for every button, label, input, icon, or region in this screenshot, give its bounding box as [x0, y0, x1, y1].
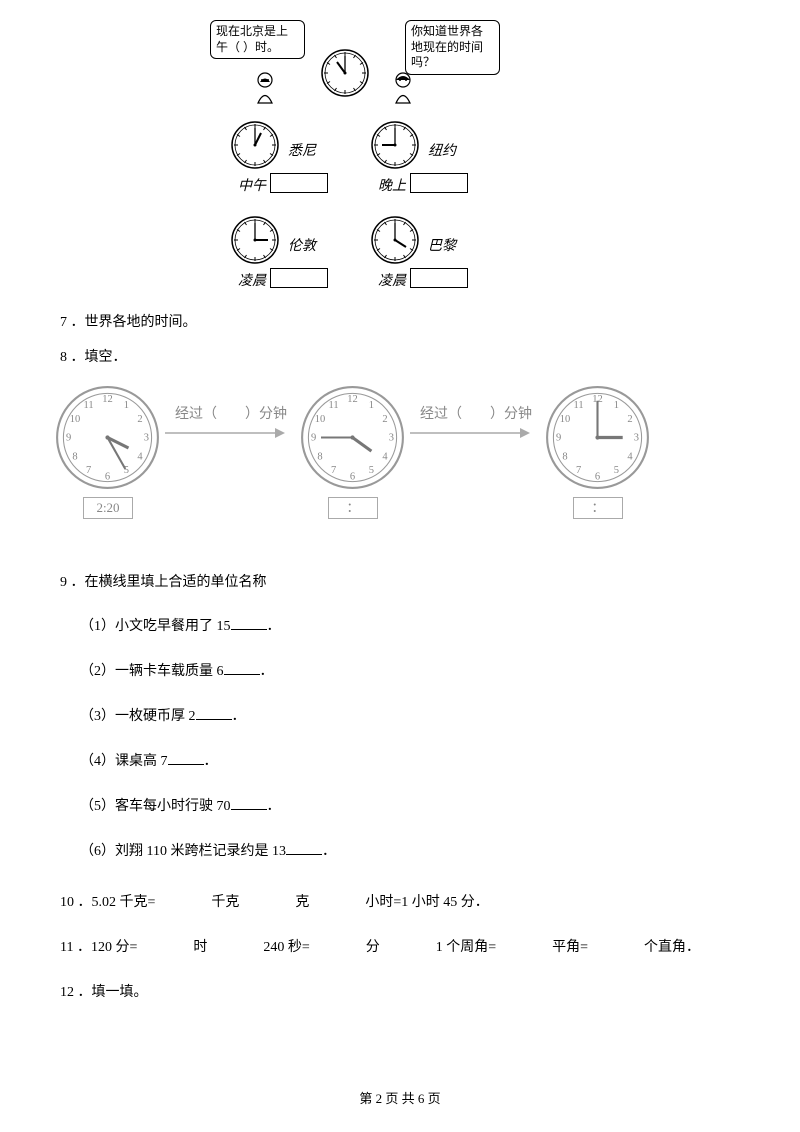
- question-7: 7 ．世界各地的时间。: [60, 310, 197, 335]
- q9-5: （5）客车每小时行驶 70 ．: [80, 795, 281, 815]
- svg-text:2: 2: [382, 414, 387, 425]
- svg-text:10: 10: [70, 414, 81, 425]
- svg-text:4: 4: [137, 452, 143, 463]
- svg-text:8: 8: [562, 452, 567, 463]
- svg-text:9: 9: [66, 433, 71, 444]
- clock-paris-icon: [370, 215, 420, 265]
- answer-box-paris: [410, 268, 468, 288]
- svg-text:3: 3: [144, 433, 149, 444]
- svg-text:11: 11: [574, 400, 584, 411]
- q9-4b: ．: [204, 754, 218, 769]
- q9-6a: （6）刘翔 110 米跨栏记录约是 13: [80, 844, 286, 859]
- blank-9-5: [231, 796, 267, 810]
- q9-1b: ．: [267, 619, 281, 634]
- svg-text:1: 1: [369, 400, 374, 411]
- svg-text:6: 6: [595, 472, 600, 483]
- speech-bubble-right: 你知道世界各地现在的时间吗？: [405, 20, 500, 75]
- q9-1a: （1）小文吃早餐用了 15: [80, 619, 231, 634]
- q9-5b: ．: [267, 799, 281, 814]
- label-newyork: 纽约: [428, 140, 456, 160]
- page-footer: 第 2 页 共 6 页: [0, 1088, 800, 1107]
- prefix-early1: 凌晨: [238, 270, 266, 290]
- svg-text:8: 8: [72, 452, 77, 463]
- q9-3: （3）一枚硬币厚 2 ．: [80, 705, 246, 725]
- speech-bubble-left: 现在北京是上午（ ）时。: [210, 20, 305, 59]
- svg-text:1: 1: [124, 400, 129, 411]
- q9-5a: （5）客车每小时行驶 70: [80, 799, 231, 814]
- svg-text:11: 11: [329, 400, 339, 411]
- svg-text:7: 7: [331, 465, 336, 476]
- svg-text:4: 4: [382, 452, 388, 463]
- q9-2b: ．: [260, 664, 274, 679]
- svg-text:2: 2: [627, 414, 632, 425]
- arrow-2-icon: [410, 423, 530, 443]
- question-8: 8 ．填空．: [60, 345, 127, 370]
- prefix-early2: 凌晨: [378, 270, 406, 290]
- q9-4a: （4）课桌高 7: [80, 754, 168, 769]
- person-right-icon: [388, 70, 418, 105]
- clocks-row-figure: 121234567891011 2:20 经过（ ）分钟 12123456789…: [55, 385, 745, 525]
- svg-text:9: 9: [311, 433, 316, 444]
- person-left-icon: [250, 70, 280, 105]
- prefix-noon: 中午: [238, 175, 266, 195]
- svg-text:9: 9: [556, 433, 561, 444]
- prefix-evening: 晚上: [378, 175, 406, 195]
- svg-text:5: 5: [369, 465, 374, 476]
- q9-6: （6）刘翔 110 米跨栏记录约是 13 ．: [80, 840, 336, 860]
- svg-text:6: 6: [105, 472, 110, 483]
- q9-1: （1）小文吃早餐用了 15 ．: [80, 615, 281, 635]
- question-11: 11 ．120 分= 时 240 秒= 分 1 个周角= 平角= 个直角．: [60, 935, 700, 960]
- clock-london-icon: [230, 215, 280, 265]
- svg-text:3: 3: [389, 433, 394, 444]
- svg-text:7: 7: [86, 465, 91, 476]
- world-time-figure: 现在北京是上午（ ）时。 你知道世界各地现在的时间吗？ 悉尼 中午: [210, 20, 570, 320]
- q9-3b: ．: [232, 709, 246, 724]
- label-london: 伦敦: [288, 235, 316, 255]
- label-paris: 巴黎: [428, 235, 456, 255]
- svg-text:1: 1: [614, 400, 619, 411]
- q9-2: （2）一辆卡车载质量 6 ．: [80, 660, 274, 680]
- clock-beijing-icon: [320, 48, 370, 98]
- svg-text:5: 5: [614, 465, 619, 476]
- clock-1-icon: 121234567891011: [55, 385, 160, 490]
- blank-9-3: [196, 706, 232, 720]
- svg-text:12: 12: [102, 394, 113, 405]
- arrow-label-2: 经过（ ）分钟: [420, 403, 532, 423]
- label-sydney: 悉尼: [288, 140, 316, 160]
- svg-text:10: 10: [315, 414, 326, 425]
- arrow-label-1: 经过（ ）分钟: [175, 403, 287, 423]
- q9-6b: ．: [322, 844, 336, 859]
- blank-9-4: [168, 751, 204, 765]
- blank-9-2: [224, 661, 260, 675]
- svg-text:3: 3: [634, 433, 639, 444]
- time-box-2: ：: [328, 497, 378, 519]
- q9-3a: （3）一枚硬币厚 2: [80, 709, 196, 724]
- answer-box-newyork: [410, 173, 468, 193]
- svg-text:4: 4: [627, 452, 633, 463]
- clock-newyork-icon: [370, 120, 420, 170]
- clock-sydney-icon: [230, 120, 280, 170]
- svg-text:2: 2: [137, 414, 142, 425]
- svg-text:11: 11: [84, 400, 94, 411]
- question-9: 9 ．在横线里填上合适的单位名称: [60, 570, 267, 595]
- q9-2a: （2）一辆卡车载质量 6: [80, 664, 224, 679]
- clock-2-icon: 121234567891011: [300, 385, 405, 490]
- svg-text:8: 8: [317, 452, 322, 463]
- q9-4: （4）课桌高 7 ．: [80, 750, 218, 770]
- time-box-1: 2:20: [83, 497, 133, 519]
- clock-3-icon: 121234567891011: [545, 385, 650, 490]
- answer-box-sydney: [270, 173, 328, 193]
- time-box-3: ：: [573, 497, 623, 519]
- arrow-1-icon: [165, 423, 285, 443]
- svg-text:12: 12: [347, 394, 358, 405]
- blank-9-6: [286, 841, 322, 855]
- svg-text:6: 6: [350, 472, 355, 483]
- question-10: 10 ．5.02 千克= 千克 克 小时=1 小时 45 分．: [60, 890, 489, 915]
- svg-text:7: 7: [576, 465, 581, 476]
- svg-text:10: 10: [560, 414, 571, 425]
- answer-box-london: [270, 268, 328, 288]
- question-12: 12 ．填一填。: [60, 980, 148, 1005]
- blank-9-1: [231, 616, 267, 630]
